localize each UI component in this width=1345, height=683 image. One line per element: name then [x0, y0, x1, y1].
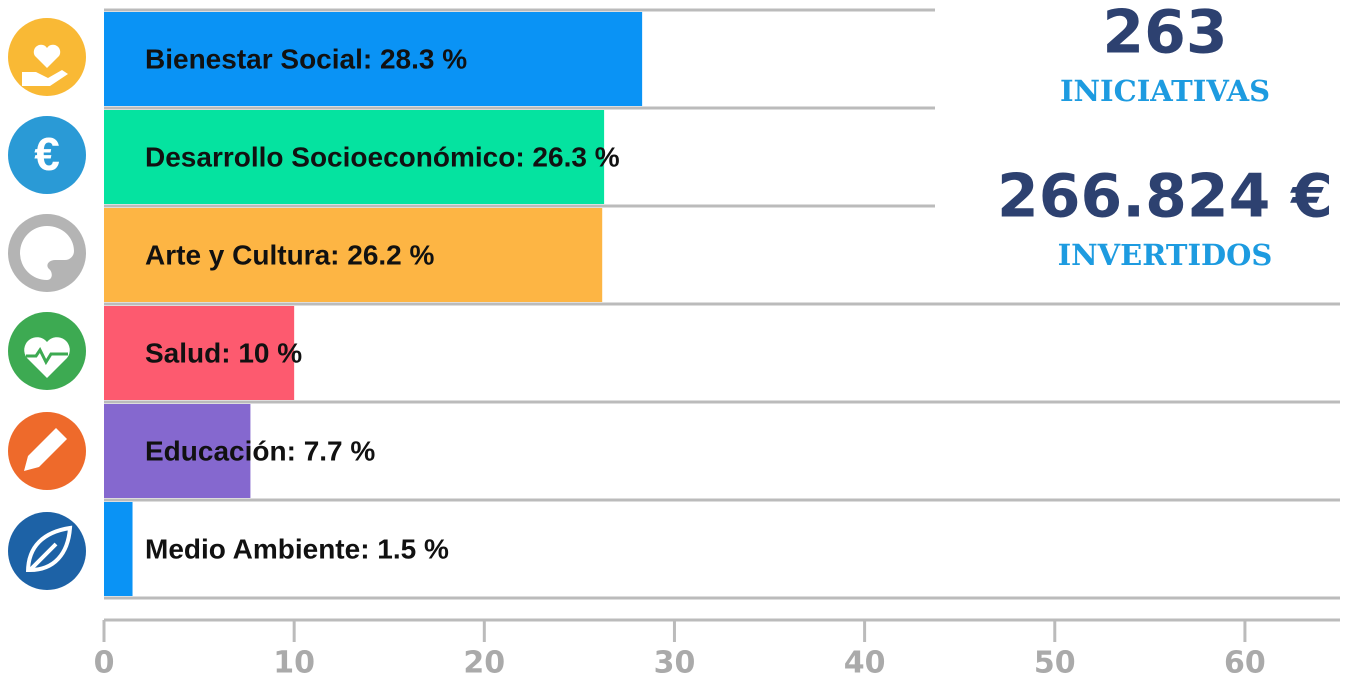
stat-initiatives-label: INICIATIVAS: [1060, 74, 1270, 108]
x-tick-label: 10: [273, 646, 315, 681]
bar: [104, 208, 603, 302]
icon-glyph: [22, 44, 68, 86]
bar-label: Bienestar Social: 28.3 %: [145, 43, 467, 74]
icon-glyph: [24, 428, 67, 471]
bar-label: Educación: 7.7 %: [145, 435, 375, 466]
icon-euro: [8, 116, 86, 194]
bar-label: Desarrollo Socioeconómico: 26.3 %: [145, 141, 620, 172]
bar: [104, 110, 605, 204]
x-tick-label: 30: [654, 646, 696, 681]
x-tick-label: 60: [1224, 646, 1266, 681]
icon-glyph: [26, 347, 68, 366]
bar: [104, 306, 295, 400]
icons: €: [8, 18, 86, 590]
x-tick-label: 50: [1034, 646, 1076, 681]
bar: [104, 12, 643, 106]
stat-invested-label: INVERTIDOS: [1058, 238, 1273, 272]
x-tick-label: 20: [463, 646, 505, 681]
stat-initiatives: 263: [1102, 0, 1227, 68]
bar-label: Salud: 10 %: [145, 337, 302, 368]
stat-invested: 266.824 €: [997, 162, 1333, 232]
bar: [104, 404, 251, 498]
x-tick-label: 0: [94, 646, 115, 681]
x-tick-label: 40: [844, 646, 886, 681]
icon-glyph: €: [34, 128, 60, 180]
icon-glyph: [26, 525, 73, 573]
bar-label: Medio Ambiente: 1.5 %: [145, 533, 449, 564]
bar-label: Arte y Cultura: 26.2 %: [145, 239, 435, 270]
icon-glyph: [20, 226, 74, 280]
bar: [104, 502, 133, 596]
